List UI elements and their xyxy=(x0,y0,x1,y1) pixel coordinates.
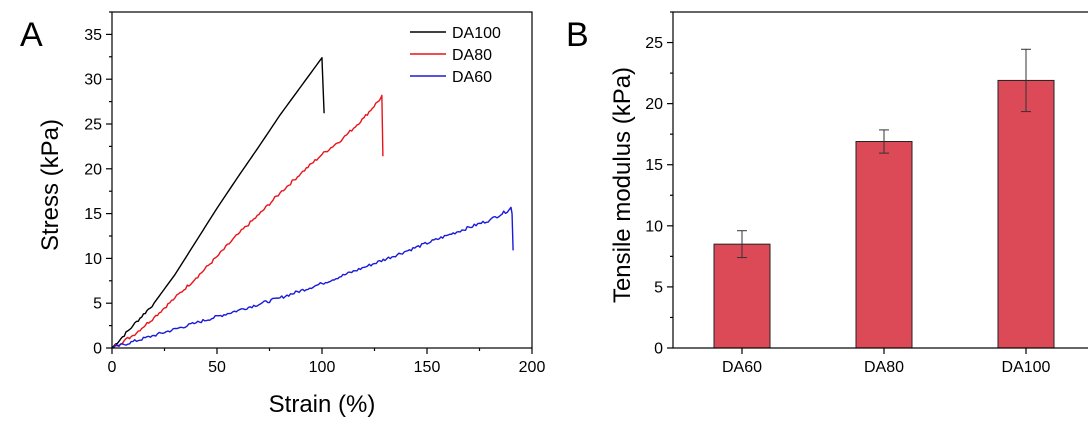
y-tick-label-a: 15 xyxy=(84,206,102,223)
y-tick-label-b: 25 xyxy=(645,35,663,52)
x-tick-label-a: 150 xyxy=(414,359,441,376)
y-tick-label-a: 0 xyxy=(93,341,102,358)
panel-b: B Tensile modulus (kPa) 0 5 10 15 20 25 DA60 DA… xyxy=(566,11,1088,376)
y-tick-label-a: 20 xyxy=(84,161,102,178)
series-line-da60 xyxy=(111,206,514,349)
x-tick-label-a: 200 xyxy=(519,359,546,376)
panel-letter-b: B xyxy=(566,16,589,54)
y-tick-label-b: 0 xyxy=(654,341,663,358)
series-line-da80 xyxy=(111,94,384,349)
legend-label: DA80 xyxy=(452,47,492,64)
y-tick-label-a: 10 xyxy=(84,251,102,268)
y-tick-label-b: 20 xyxy=(645,96,663,113)
series-line-da100 xyxy=(111,57,325,349)
y-tick-label-a: 5 xyxy=(93,296,102,313)
plot-frame-b xyxy=(672,11,1088,349)
x-axis-title-a: Strain (%) xyxy=(269,391,376,418)
y-tick-label-b: 5 xyxy=(654,279,663,296)
bar-da100 xyxy=(997,79,1055,349)
legend-a: DA100 DA80 DA60 xyxy=(410,25,501,86)
y-axis-title-b: Tensile modulus (kPa) xyxy=(609,67,636,303)
y-tick-label-b: 15 xyxy=(645,157,663,174)
panel-letter-a: A xyxy=(20,16,43,54)
ticks-a: 0 50 100 150 200 0 5 10 15 20 25 30 35 xyxy=(84,11,546,376)
y-tick-label-b: 10 xyxy=(645,218,663,235)
ticks-b: 0 5 10 15 20 25 DA60 DA80 DA100 xyxy=(645,11,1051,376)
y-tick-label-a: 35 xyxy=(84,27,102,44)
x-tick-label-b: DA100 xyxy=(1002,359,1051,376)
legend-label: DA100 xyxy=(452,25,501,42)
plot-frame-a xyxy=(111,11,533,349)
x-tick-label-a: 50 xyxy=(208,359,226,376)
x-tick-label-b: DA60 xyxy=(722,359,762,376)
x-tick-label-a: 0 xyxy=(108,359,117,376)
y-tick-label-a: 25 xyxy=(84,117,102,134)
bars-b xyxy=(713,48,1055,349)
bar-da80 xyxy=(855,141,913,349)
legend-label: DA60 xyxy=(452,69,492,86)
bar-da60 xyxy=(713,243,771,349)
y-tick-label-a: 30 xyxy=(84,72,102,89)
y-axis-title-a: Stress (kPa) xyxy=(37,119,64,251)
panel-a: A Stress (kPa) Strain (%) 0 50 100 150 200 0 5… xyxy=(20,11,546,418)
lines-a xyxy=(111,57,514,349)
x-tick-label-a: 100 xyxy=(309,359,336,376)
x-tick-label-b: DA80 xyxy=(864,359,904,376)
